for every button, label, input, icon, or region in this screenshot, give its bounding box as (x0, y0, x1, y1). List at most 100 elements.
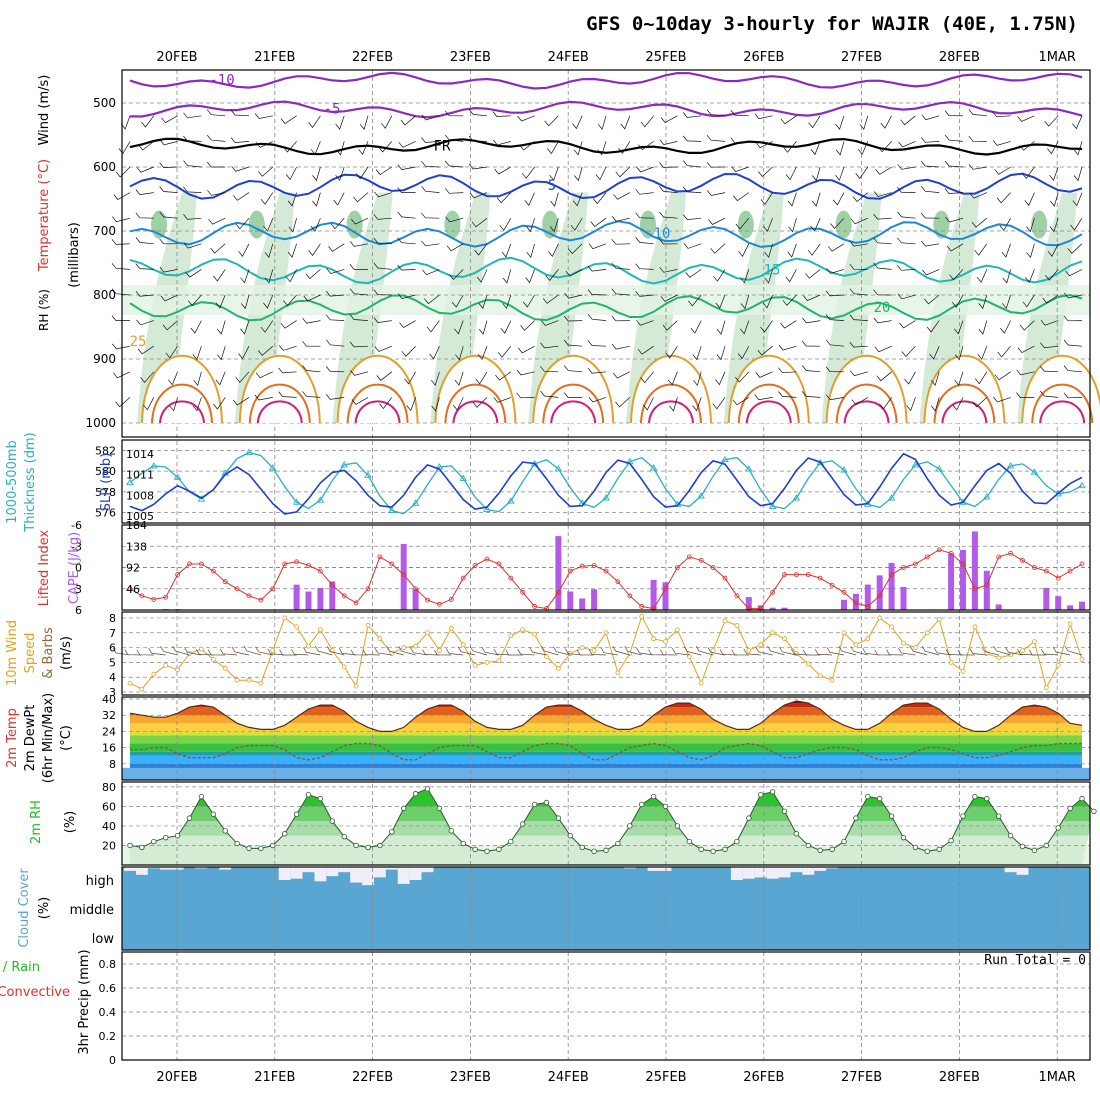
wind-barb (886, 649, 904, 656)
li-point (627, 593, 633, 599)
upper-wind-barb (287, 192, 297, 207)
thickness-point (316, 496, 325, 503)
cloud-high-gap (219, 867, 232, 870)
cloud-high-gap (802, 867, 815, 875)
upper-wind-barb (849, 288, 868, 296)
li-point (294, 559, 300, 565)
cape-bar (769, 607, 776, 610)
upper-wind-barb (421, 212, 440, 219)
upper-wind-barb (976, 269, 988, 283)
li-point (770, 589, 775, 595)
upper-wind-barb (1047, 243, 1059, 257)
upper-wind-barb (1002, 294, 1011, 310)
upper-wind-barb (1040, 319, 1059, 326)
temp-color-bands (130, 701, 1082, 780)
wind-speed-point (151, 671, 157, 677)
li-point (877, 593, 883, 599)
rh-point (1067, 805, 1073, 812)
rh-point (151, 838, 157, 845)
wind-speed-point (782, 636, 787, 642)
rh-point (1007, 833, 1014, 839)
upper-wind-barb (444, 110, 464, 117)
temp-tick: 40 (102, 693, 116, 706)
upper-wind-barb (444, 188, 464, 194)
temp-band (130, 715, 1082, 724)
upper-wind-barb (590, 217, 607, 227)
upper-wind-barb (1022, 166, 1035, 179)
upper-wind-barb (526, 243, 535, 259)
upper-wind-barb (706, 134, 726, 142)
li-point (425, 597, 430, 603)
upper-wind-barb (764, 269, 773, 284)
upper-wind-barb (136, 319, 154, 326)
slp-line (129, 452, 1083, 515)
upper-wind-barb (730, 109, 749, 117)
upper-wind-barb (540, 366, 559, 373)
upper-wind-barb (570, 218, 583, 231)
upper-wind-barb (692, 397, 702, 412)
rh-point (603, 847, 609, 854)
upper-wind-barb (618, 141, 631, 155)
upper-wind-barb (954, 346, 964, 361)
panel-frame-wind (121, 611, 1091, 696)
upper-wind-barb (904, 371, 916, 385)
li-point (889, 572, 894, 577)
upper-wind-barb (659, 162, 678, 168)
date-label-bottom: 1MAR (1038, 1070, 1075, 1085)
upper-wind-barb (230, 137, 250, 143)
upper-wind-barb (778, 391, 797, 398)
rh-point (841, 838, 847, 845)
cape-tick: 92 (126, 562, 140, 575)
upper-wind-barb (373, 262, 392, 270)
upper-wind-barb (113, 192, 131, 200)
cape-bar (900, 586, 907, 610)
upper-wind-barb (978, 294, 988, 310)
rh-point (377, 842, 383, 849)
rh-point (877, 795, 883, 802)
thickness-point (721, 455, 729, 463)
upper-wind-barb (374, 191, 392, 198)
upper-wind-barb (1019, 141, 1035, 151)
upper-wind-barb (874, 345, 892, 353)
upper-wind-barb (476, 269, 488, 283)
cloud-high-gap (326, 867, 339, 877)
wind-speed-point (365, 622, 371, 628)
wind-barb (755, 646, 773, 656)
rh-point (996, 813, 1002, 819)
upper-wind-barb (597, 141, 607, 156)
upper-wind-barb (803, 294, 821, 302)
wind-speed-point (175, 667, 181, 673)
wind-speed-point (924, 630, 930, 636)
wind-speed-point (710, 648, 716, 653)
li-point (972, 586, 978, 592)
upper-wind-barb (325, 366, 345, 373)
upper-wind-barb (1047, 141, 1059, 155)
upper-wind-barb (968, 135, 987, 142)
upper-wind-barb (444, 160, 464, 168)
rh-point (317, 795, 324, 802)
upper-wind-barb (185, 269, 202, 278)
rh-band (122, 285, 1090, 315)
upper-wind-barb (850, 370, 868, 377)
upper-wind-barb (541, 320, 559, 326)
upper-wind-barb (217, 346, 226, 361)
upper-wind-barb (190, 320, 202, 334)
upper-wind-barb (785, 269, 797, 283)
wind-speed-point (222, 665, 228, 671)
li-point (794, 572, 799, 577)
wind-speed-point (198, 646, 204, 652)
upper-wind-barb (849, 263, 868, 270)
li-point (341, 593, 347, 599)
upper-axis-title: (millibars) (67, 222, 82, 288)
upper-wind-barb (208, 217, 226, 225)
cloud-high-gap (171, 867, 184, 870)
upper-wind-barb (397, 264, 416, 271)
upper-wind-barb (659, 186, 678, 193)
wind-barb (469, 645, 488, 656)
rh-line (129, 788, 1095, 852)
rh-point (329, 818, 335, 824)
temp-tick: 16 (102, 742, 116, 755)
upper-wind-barb (376, 371, 393, 381)
upper-wind-barb (778, 367, 797, 374)
wind-barb (314, 645, 333, 656)
